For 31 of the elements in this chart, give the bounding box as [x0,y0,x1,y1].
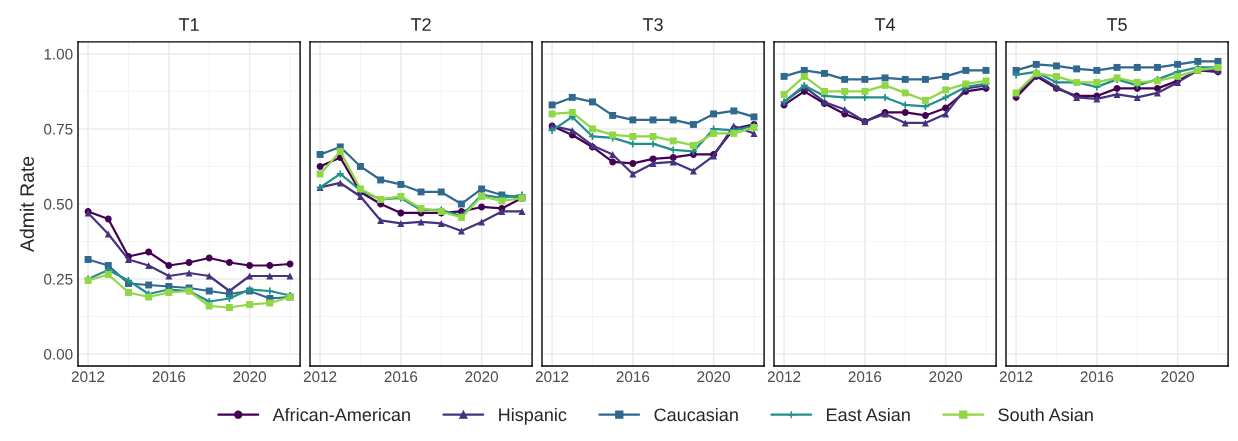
y-tick-label: 0.50 [44,198,73,210]
x-tick-label: 2020 [697,371,731,383]
chart-title: T2 [410,18,431,31]
legend-label: East Asian [827,407,910,422]
x-tick-label: 2016 [848,371,882,383]
y-tick-label: 0.00 [44,348,73,360]
y-axis-title: Admit Rate [19,156,34,253]
chart-title: T3 [642,18,663,31]
x-tick-label: 2020 [233,371,267,383]
legend-label: African-American [272,407,410,422]
legend-label: Caucasian [654,407,738,422]
x-tick-label: 2012 [303,371,337,383]
chart-title: T4 [874,18,896,31]
legend-label: Hispanic [499,407,567,425]
x-tick-label: 2012 [71,371,105,383]
x-tick-label: 2016 [616,371,650,383]
chart-title: T1 [178,18,199,31]
x-tick-label: 2016 [1080,371,1114,383]
x-tick-label: 2020 [1161,371,1195,383]
x-tick-label: 2016 [152,371,186,383]
x-tick-label: 2012 [999,371,1033,383]
y-tick-label: 0.75 [44,123,73,135]
chart-title: T5 [1106,18,1127,31]
x-tick-label: 2020 [465,371,499,383]
x-tick-label: 2016 [384,371,418,383]
x-tick-label: 2020 [929,371,963,383]
y-tick-label: 0.25 [44,273,73,285]
y-tick-label: 1.00 [44,48,73,60]
x-tick-label: 2012 [535,371,569,383]
x-tick-label: 2012 [767,371,801,383]
legend-label: South Asian [998,407,1093,422]
